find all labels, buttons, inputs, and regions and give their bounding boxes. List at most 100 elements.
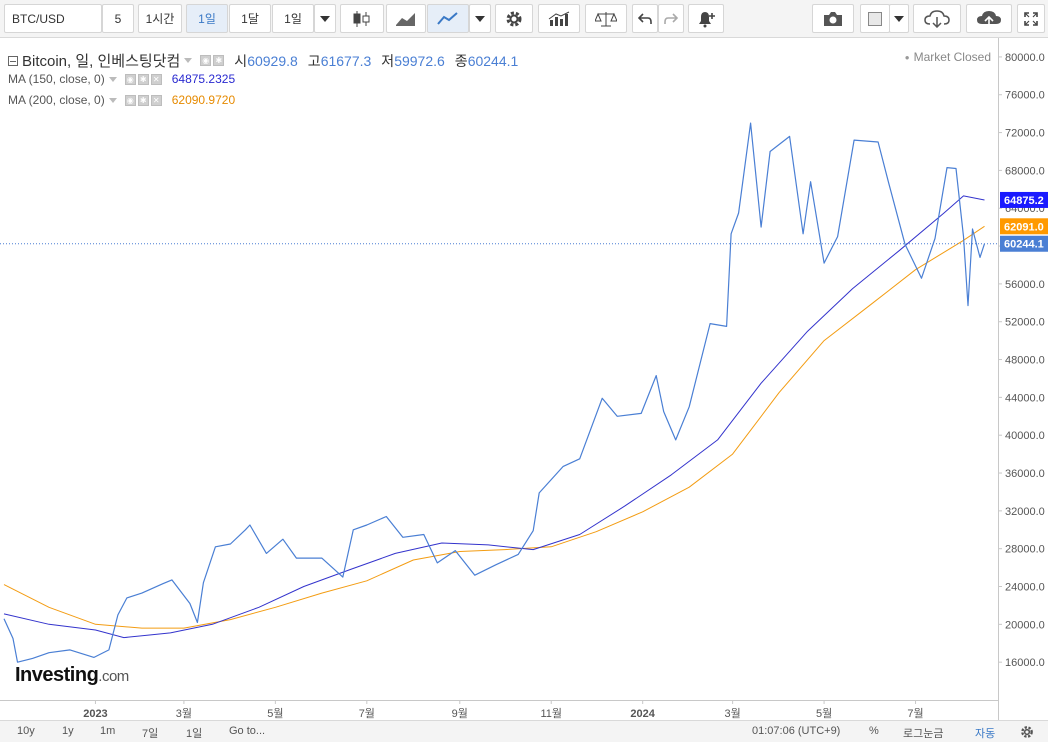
y-tick-label: 24000.0: [1005, 582, 1045, 594]
ma150-price-label-text: 64875.2: [1004, 195, 1044, 207]
x-tick-label: 2023: [83, 708, 107, 720]
ma200-price-label-text: 62091.0: [1004, 221, 1044, 233]
chart-type-dropdown-button[interactable]: [469, 4, 491, 33]
y-tick-label: 48000.0: [1005, 355, 1045, 367]
chevron-down-icon: [320, 15, 330, 22]
undo-button[interactable]: [632, 4, 658, 33]
interval-1h-button[interactable]: 1시간: [138, 4, 182, 33]
area-chart-icon: [396, 12, 415, 26]
cloud-upload-icon: [977, 10, 1001, 26]
series-legend: Bitcoin, 일, 인베스팅닷컴 ◉ ✱ 시 60929.8 고 61677…: [8, 50, 518, 71]
ma150-legend: MA (150, close, 0) ◉ ✱ ✕ 64875.2325: [8, 72, 235, 86]
y-tick-label: 56000.0: [1005, 279, 1045, 291]
low-label: 저: [381, 52, 395, 69]
x-tick-label: 5월: [267, 707, 283, 720]
low-value: 59972.6: [394, 52, 445, 69]
gear-icon[interactable]: [1020, 725, 1034, 739]
interval-label: 1일: [198, 12, 216, 26]
symbol-search-input[interactable]: BTC/USD: [4, 4, 102, 33]
price-line: [3, 122, 986, 663]
fullscreen-icon: [1024, 11, 1038, 26]
collapse-icon[interactable]: [8, 55, 18, 66]
chevron-down-icon: [894, 15, 904, 22]
clock-text: 01:07:06 (UTC+9): [752, 725, 841, 737]
range-1d-button[interactable]: 1일: [186, 728, 203, 740]
eye-icon[interactable]: ◉: [200, 55, 212, 66]
open-value: 60929.8: [247, 52, 298, 69]
chevron-down-icon[interactable]: [108, 97, 117, 103]
chevron-down-icon[interactable]: [108, 76, 117, 82]
close-label: 종: [454, 52, 468, 69]
x-tick-label: 5월: [816, 707, 832, 720]
load-chart-button[interactable]: [913, 4, 961, 33]
ma200-value: 62090.9720: [171, 93, 236, 107]
price-chart[interactable]: 16000.0 20000.0 24000.0 28000.0 32000.0 36000…: [0, 38, 1048, 720]
range-1m-button[interactable]: 1m: [100, 725, 116, 737]
interval-label: 1시간: [145, 12, 175, 26]
x-tick-label: 7월: [359, 707, 375, 720]
settings-button[interactable]: [495, 4, 533, 33]
color-picker-button[interactable]: [860, 4, 890, 33]
fullscreen-button[interactable]: [1017, 4, 1045, 33]
y-tick-label: 52000.0: [1005, 317, 1045, 329]
candlestick-chart-button[interactable]: [340, 4, 384, 33]
y-tick-label: 68000.0: [1005, 165, 1045, 177]
x-tick-label: 9월: [452, 707, 468, 720]
last-price-label-bg: [1000, 235, 1048, 252]
line-chart-button[interactable]: [427, 4, 469, 33]
auto-scale-toggle[interactable]: 자동: [975, 728, 996, 740]
range-10y-button[interactable]: 10y: [17, 725, 35, 737]
eye-icon[interactable]: ◉: [124, 94, 136, 106]
high-label: 고: [307, 52, 321, 69]
percent-toggle[interactable]: %: [869, 725, 879, 737]
high-value: 61677.3: [320, 52, 372, 69]
color-dropdown-button[interactable]: [889, 4, 909, 33]
interval-1m-button[interactable]: 1달: [229, 4, 271, 33]
x-tick-label: 2024: [630, 708, 655, 720]
ma200-price-label-bg: [1000, 218, 1048, 235]
alert-button[interactable]: [688, 4, 724, 33]
cloud-download-icon: [924, 9, 950, 28]
y-tick-label: 32000.0: [1005, 506, 1045, 518]
gear-icon[interactable]: ✱: [137, 94, 149, 106]
indicators-icon: [548, 11, 570, 26]
indicators-button[interactable]: [538, 4, 580, 33]
ma150-value: 64875.2325: [171, 72, 236, 86]
log-scale-toggle[interactable]: 로그눈금: [903, 728, 944, 740]
goto-button[interactable]: Go to...: [229, 725, 266, 737]
area-chart-button[interactable]: [386, 4, 426, 33]
y-tick-label: 40000.0: [1005, 430, 1045, 442]
candlestick-icon: [353, 10, 370, 27]
y-tick-label: 36000.0: [1005, 468, 1045, 480]
close-value: 60244.1: [467, 52, 519, 69]
close-icon[interactable]: ✕: [150, 94, 162, 106]
market-status: Market Closed: [905, 50, 991, 64]
interval-dropdown-button[interactable]: [314, 4, 336, 33]
range-7d-button[interactable]: 7일: [142, 728, 159, 740]
x-tick-label: 11월: [540, 707, 562, 720]
color-swatch: [868, 11, 882, 26]
save-chart-button[interactable]: [966, 4, 1012, 33]
gear-icon[interactable]: ✱: [213, 55, 225, 66]
y-tick-label: 76000.0: [1005, 90, 1045, 102]
line-chart-icon: [437, 11, 458, 25]
scale-icon: [595, 11, 617, 26]
eye-icon[interactable]: ◉: [124, 73, 136, 85]
interval-5-button[interactable]: 5: [102, 4, 134, 33]
chevron-down-icon[interactable]: [184, 58, 193, 63]
gear-icon[interactable]: ✱: [137, 73, 149, 85]
interval-label: 1달: [241, 12, 259, 26]
redo-button[interactable]: [658, 4, 684, 33]
investing-logo: Investing.com: [15, 664, 129, 687]
close-icon[interactable]: ✕: [150, 73, 162, 85]
snapshot-button[interactable]: [812, 4, 854, 33]
undo-icon: [638, 12, 652, 24]
interval-custom-button[interactable]: 1일: [272, 4, 314, 33]
ma150-line: [3, 195, 985, 639]
symbol-text: BTC/USD: [12, 11, 65, 26]
y-tick-label: 72000.0: [1005, 128, 1045, 140]
interval-1d-button[interactable]: 1일: [186, 4, 228, 33]
compare-button[interactable]: [585, 4, 627, 33]
logo-suffix: .com: [98, 668, 129, 685]
range-1y-button[interactable]: 1y: [62, 725, 74, 737]
